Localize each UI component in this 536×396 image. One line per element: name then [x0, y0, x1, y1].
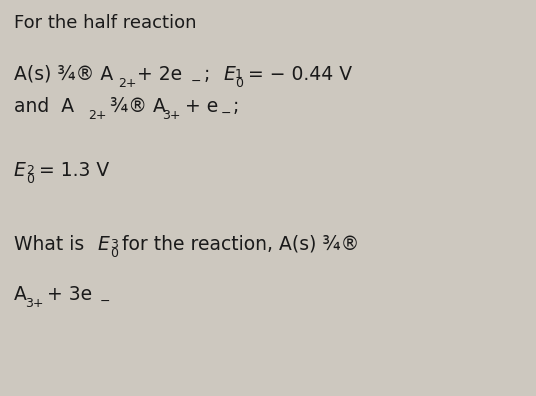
Text: 3: 3	[110, 238, 118, 251]
Text: 2+: 2+	[88, 109, 107, 122]
Text: A: A	[14, 285, 27, 304]
Text: −: −	[191, 75, 202, 88]
Text: ¾® A: ¾® A	[104, 97, 166, 116]
Text: 0: 0	[110, 247, 118, 260]
Text: and  A: and A	[14, 97, 74, 116]
Text: 0: 0	[235, 77, 243, 90]
Text: ;: ;	[233, 97, 240, 116]
Text: 0: 0	[26, 173, 34, 186]
Text: = − 0.44 V: = − 0.44 V	[248, 65, 352, 84]
Text: 3+: 3+	[25, 297, 43, 310]
Text: What is: What is	[14, 235, 90, 254]
Text: E: E	[223, 65, 235, 84]
Text: + 3e: + 3e	[41, 285, 92, 304]
Text: E: E	[14, 161, 26, 180]
Text: A(s) ¾® A: A(s) ¾® A	[14, 65, 113, 84]
Text: for the reaction, A(s) ¾®: for the reaction, A(s) ¾®	[122, 235, 359, 254]
Text: −: −	[100, 295, 110, 308]
Text: 3+: 3+	[162, 109, 181, 122]
Text: −: −	[221, 107, 232, 120]
Text: + 2e: + 2e	[137, 65, 182, 84]
Text: 2+: 2+	[118, 77, 137, 90]
Text: 2: 2	[26, 164, 34, 177]
Text: For the half reaction: For the half reaction	[14, 14, 197, 32]
Text: ;: ;	[204, 65, 222, 84]
Text: E: E	[98, 235, 110, 254]
Text: = 1.3 V: = 1.3 V	[39, 161, 109, 180]
Text: + e: + e	[179, 97, 218, 116]
Text: 1: 1	[235, 68, 243, 81]
